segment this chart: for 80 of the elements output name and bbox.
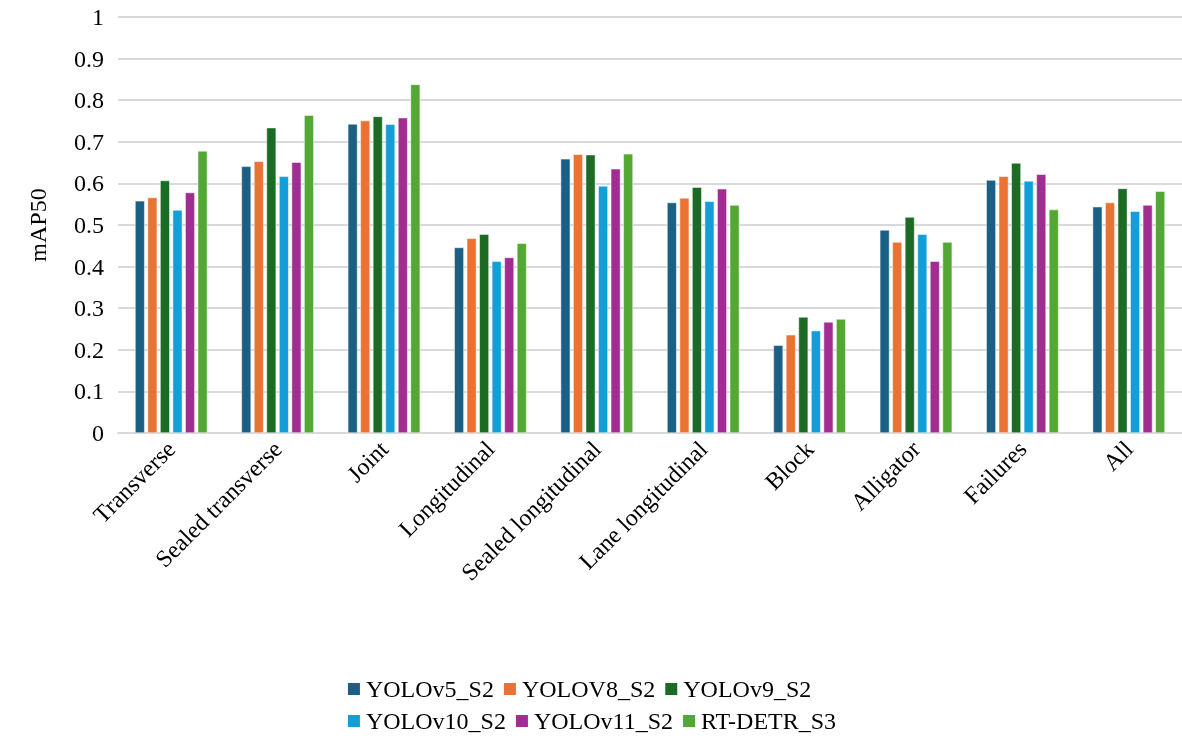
bar bbox=[1105, 202, 1115, 433]
bar bbox=[135, 200, 145, 433]
bar bbox=[667, 202, 677, 433]
y-tick-label: 0.2 bbox=[74, 336, 104, 363]
bar bbox=[879, 229, 890, 433]
y-tick-label: 0 bbox=[92, 420, 104, 446]
bar bbox=[516, 243, 527, 433]
bar bbox=[372, 116, 383, 433]
legend-label: YOLOv9_S2 bbox=[683, 676, 812, 702]
bar bbox=[573, 154, 583, 433]
bar bbox=[717, 188, 727, 433]
bar bbox=[1023, 180, 1034, 433]
bar bbox=[785, 334, 796, 433]
y-tick-label: 0.3 bbox=[74, 295, 104, 322]
bar bbox=[160, 180, 170, 433]
bar bbox=[942, 242, 953, 433]
bar bbox=[241, 166, 252, 433]
bar bbox=[504, 257, 515, 433]
bar bbox=[172, 210, 183, 433]
bar bbox=[998, 176, 1009, 433]
bar bbox=[679, 197, 690, 433]
bar bbox=[585, 154, 596, 433]
bar bbox=[823, 321, 834, 433]
bar bbox=[929, 261, 940, 433]
bar bbox=[397, 117, 408, 433]
bar bbox=[811, 330, 821, 433]
bar bbox=[1130, 211, 1140, 433]
x-tick-label: Joint bbox=[341, 435, 394, 488]
bar bbox=[1117, 188, 1128, 433]
bar bbox=[1092, 206, 1103, 433]
bar bbox=[466, 238, 477, 433]
y-tick-label: 0.5 bbox=[74, 212, 104, 238]
bar bbox=[185, 192, 195, 433]
bar bbox=[1036, 174, 1047, 433]
bar bbox=[598, 185, 608, 433]
bar bbox=[279, 176, 289, 433]
bar bbox=[917, 234, 928, 433]
bar bbox=[692, 187, 702, 433]
bar bbox=[291, 162, 302, 433]
bar bbox=[773, 345, 784, 433]
bar bbox=[1011, 163, 1021, 433]
bar bbox=[491, 261, 502, 433]
bar bbox=[253, 161, 264, 433]
y-tick-label: 0.4 bbox=[74, 253, 104, 280]
bar bbox=[410, 84, 421, 433]
y-tick-label: 0.7 bbox=[74, 128, 104, 155]
bar bbox=[479, 234, 489, 433]
bar bbox=[560, 158, 571, 433]
bar bbox=[454, 247, 464, 433]
bar bbox=[147, 197, 158, 433]
bar bbox=[729, 205, 740, 433]
legend-label: RT-DETR_S3 bbox=[701, 708, 837, 734]
bar bbox=[360, 120, 371, 433]
bar bbox=[892, 242, 903, 433]
bar bbox=[1048, 209, 1059, 433]
bar bbox=[304, 115, 314, 433]
legend-label: YOLOv5_S2 bbox=[365, 676, 494, 702]
legend-label: YOLOv10_S2 bbox=[365, 708, 506, 734]
bar bbox=[347, 123, 358, 433]
y-tick-label: 0.6 bbox=[74, 170, 104, 197]
bar bbox=[904, 217, 915, 433]
bar bbox=[623, 153, 633, 433]
bar bbox=[610, 168, 621, 433]
y-axis-title: mAP50 bbox=[25, 188, 51, 262]
bar bbox=[704, 201, 715, 433]
legend-label: YOLOv11_S2 bbox=[533, 708, 674, 734]
y-tick-label: 1 bbox=[92, 4, 104, 30]
legend-label: YOLOV8_S2 bbox=[521, 676, 656, 702]
x-tick-label: All bbox=[1097, 435, 1139, 476]
bar bbox=[798, 316, 809, 433]
bar bbox=[266, 127, 277, 433]
bar bbox=[1142, 205, 1153, 433]
bar bbox=[197, 150, 208, 433]
y-tick-label: 0.8 bbox=[74, 87, 104, 114]
bar bbox=[836, 319, 846, 433]
bar bbox=[1155, 191, 1165, 433]
y-tick-label: 0.1 bbox=[74, 378, 104, 405]
bar bbox=[385, 124, 396, 433]
y-tick-label: 0.9 bbox=[74, 45, 104, 72]
bar bbox=[986, 180, 996, 433]
